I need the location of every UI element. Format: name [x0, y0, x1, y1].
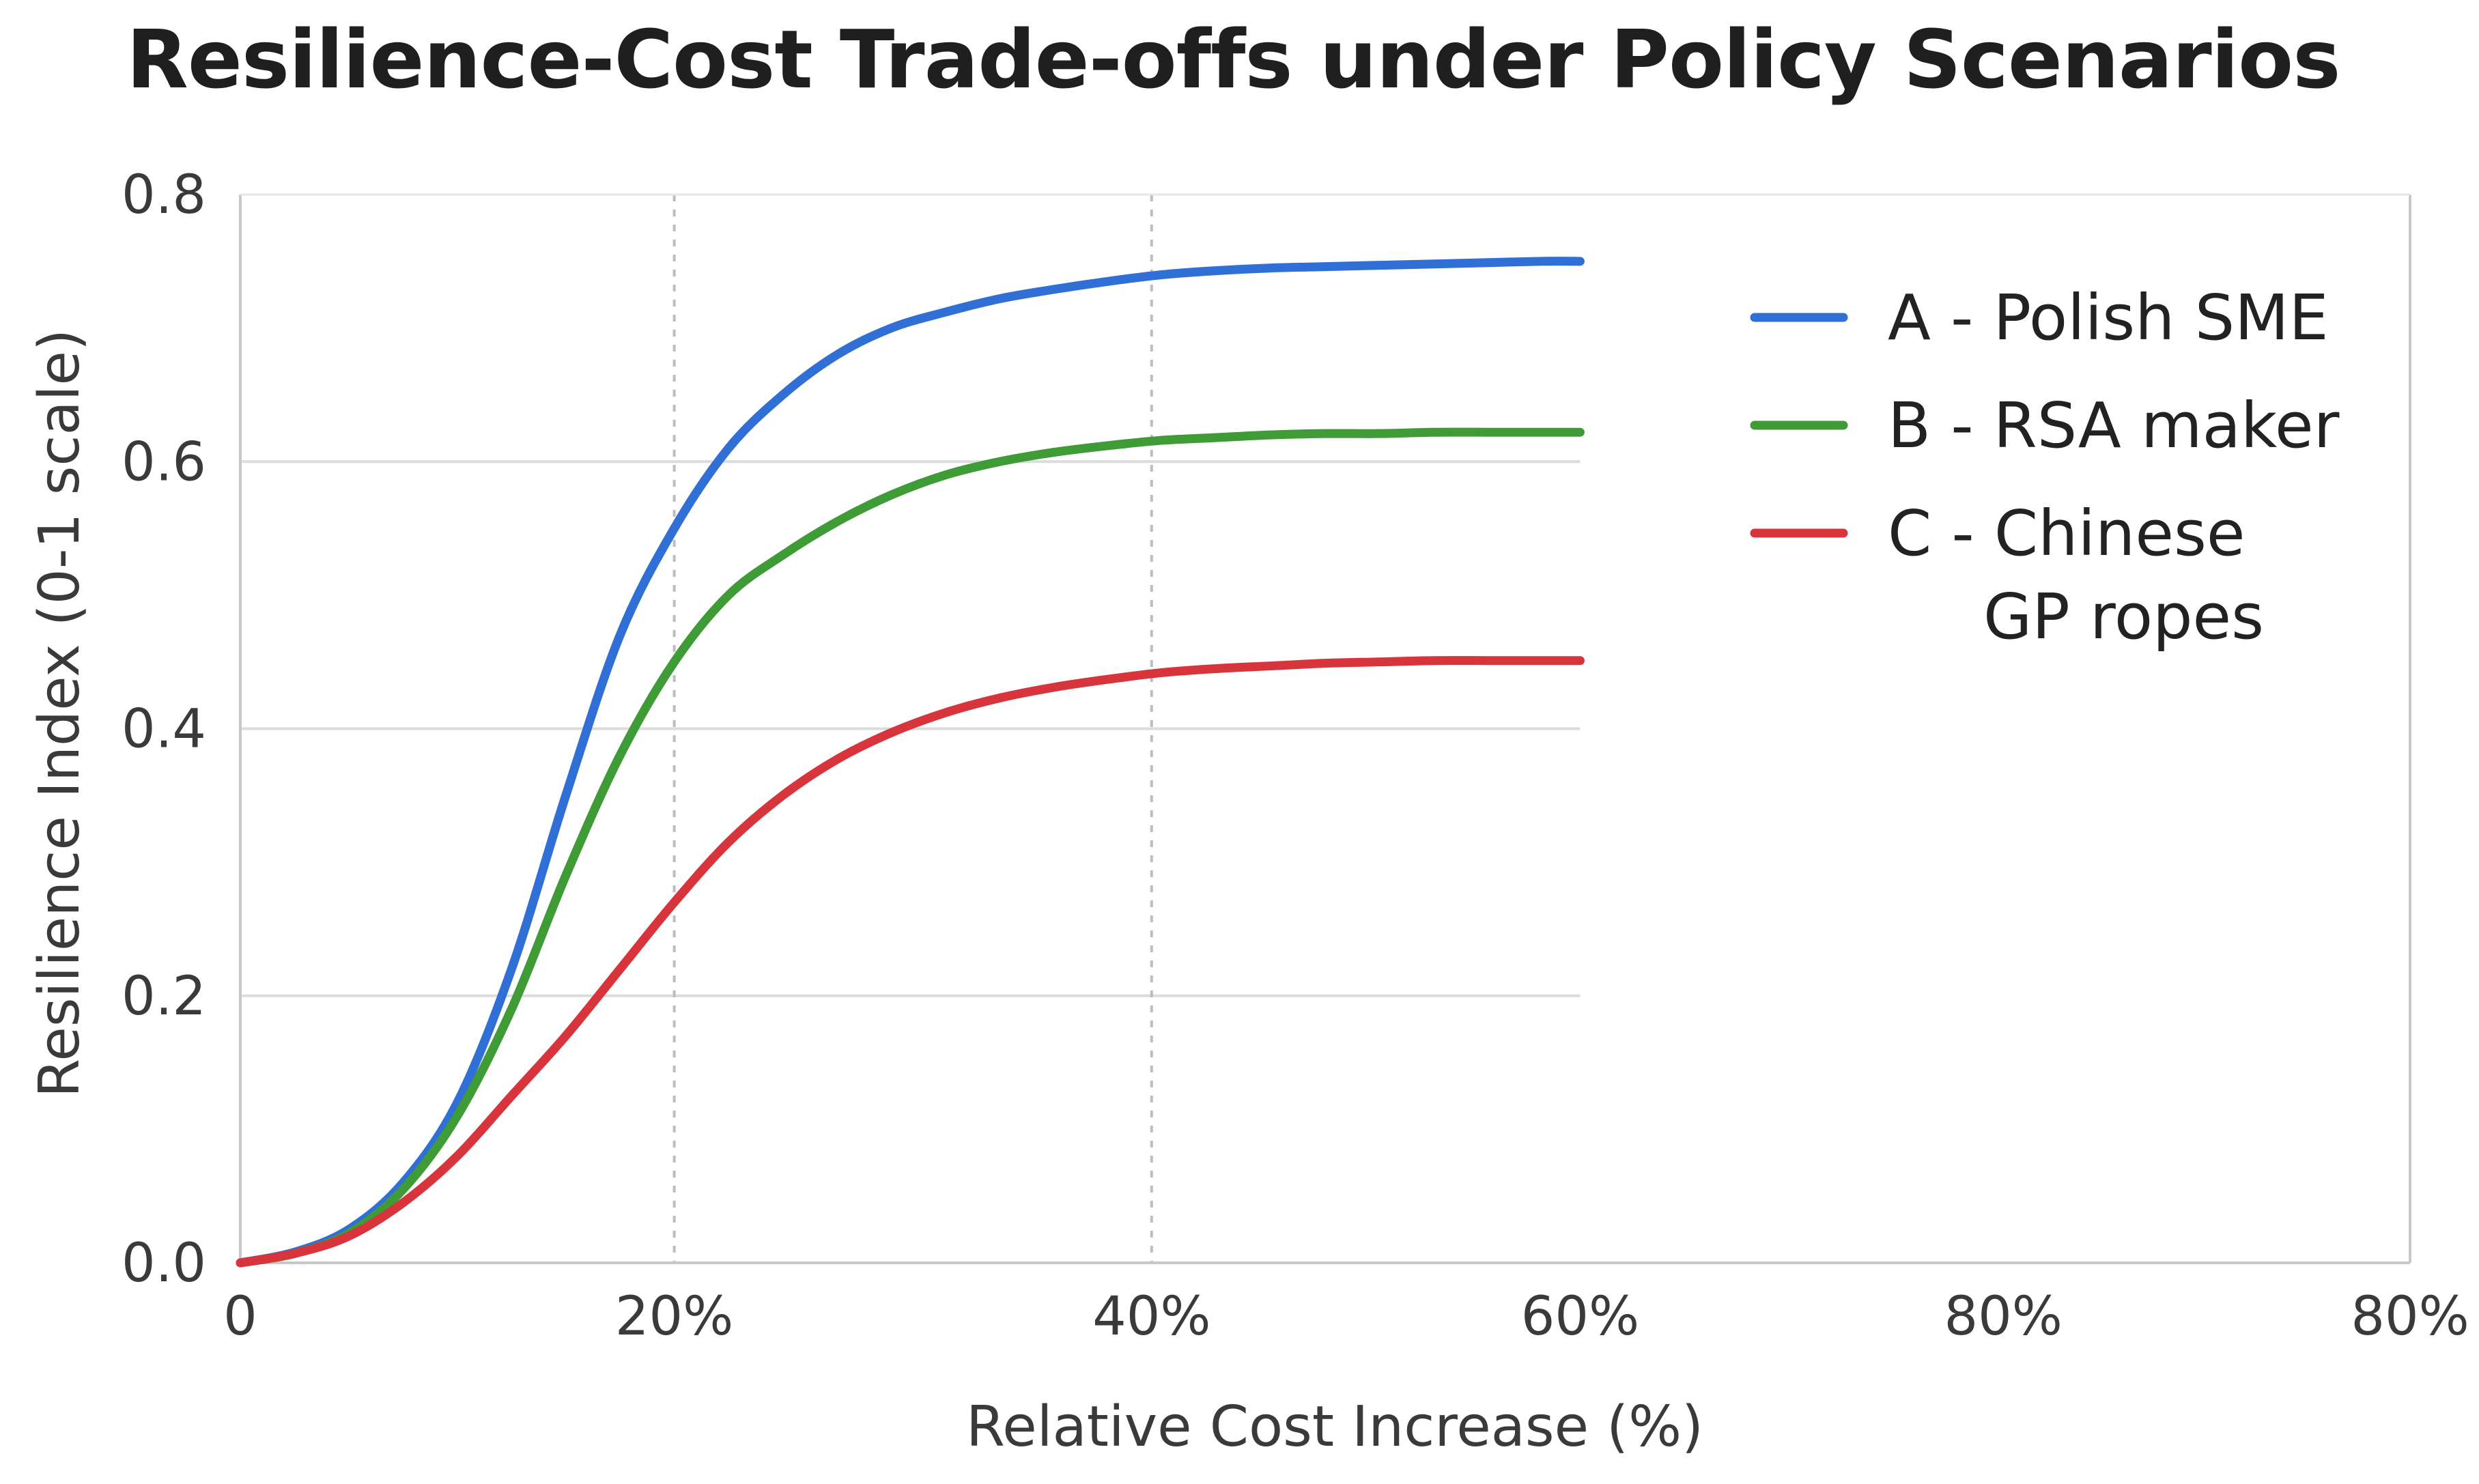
legend-label: GP ropes — [1983, 580, 2264, 653]
y-tick-labels: 0.0 0.2 0.4 0.6 0.8 — [122, 165, 206, 1294]
legend-label: A - Polish SME — [1888, 281, 2329, 354]
x-tick-label: 0 — [223, 1286, 257, 1347]
x-tick-label: 80% — [1944, 1286, 2062, 1347]
y-tick-label: 0.4 — [122, 699, 206, 760]
legend: A - Polish SME B - RSA maker C - Chinese GP… — [1750, 281, 2340, 653]
y-tick-label: 0.8 — [122, 165, 206, 226]
x-tick-label: 60% — [1521, 1286, 1639, 1347]
legend-label: B - RSA maker — [1888, 389, 2340, 462]
series-line-b — [236, 427, 1585, 1268]
x-tick-label: 20% — [615, 1286, 733, 1347]
x-tick-label: 80% — [2351, 1286, 2469, 1347]
y-tick-label: 0.2 — [122, 966, 206, 1027]
y-axis-label: Resilience Index (0-1 scale) — [27, 329, 92, 1098]
x-tick-labels: 0 20% 40% 60% 80% 80% — [223, 1286, 2469, 1347]
x-tick-label: 40% — [1092, 1286, 1210, 1347]
series-line-a — [236, 257, 1585, 1268]
y-tick-label: 0.6 — [122, 431, 206, 493]
x-axis-label: Relative Cost Increase (%) — [966, 1395, 1703, 1459]
axes — [239, 193, 2411, 1264]
series-lines — [236, 257, 1585, 1268]
series-line-c — [236, 656, 1585, 1268]
chart-title: Resilience-Cost Trade-offs under Policy … — [126, 12, 2340, 106]
y-tick-label: 0.0 — [122, 1233, 206, 1294]
legend-label: C - Chinese — [1888, 497, 2245, 570]
